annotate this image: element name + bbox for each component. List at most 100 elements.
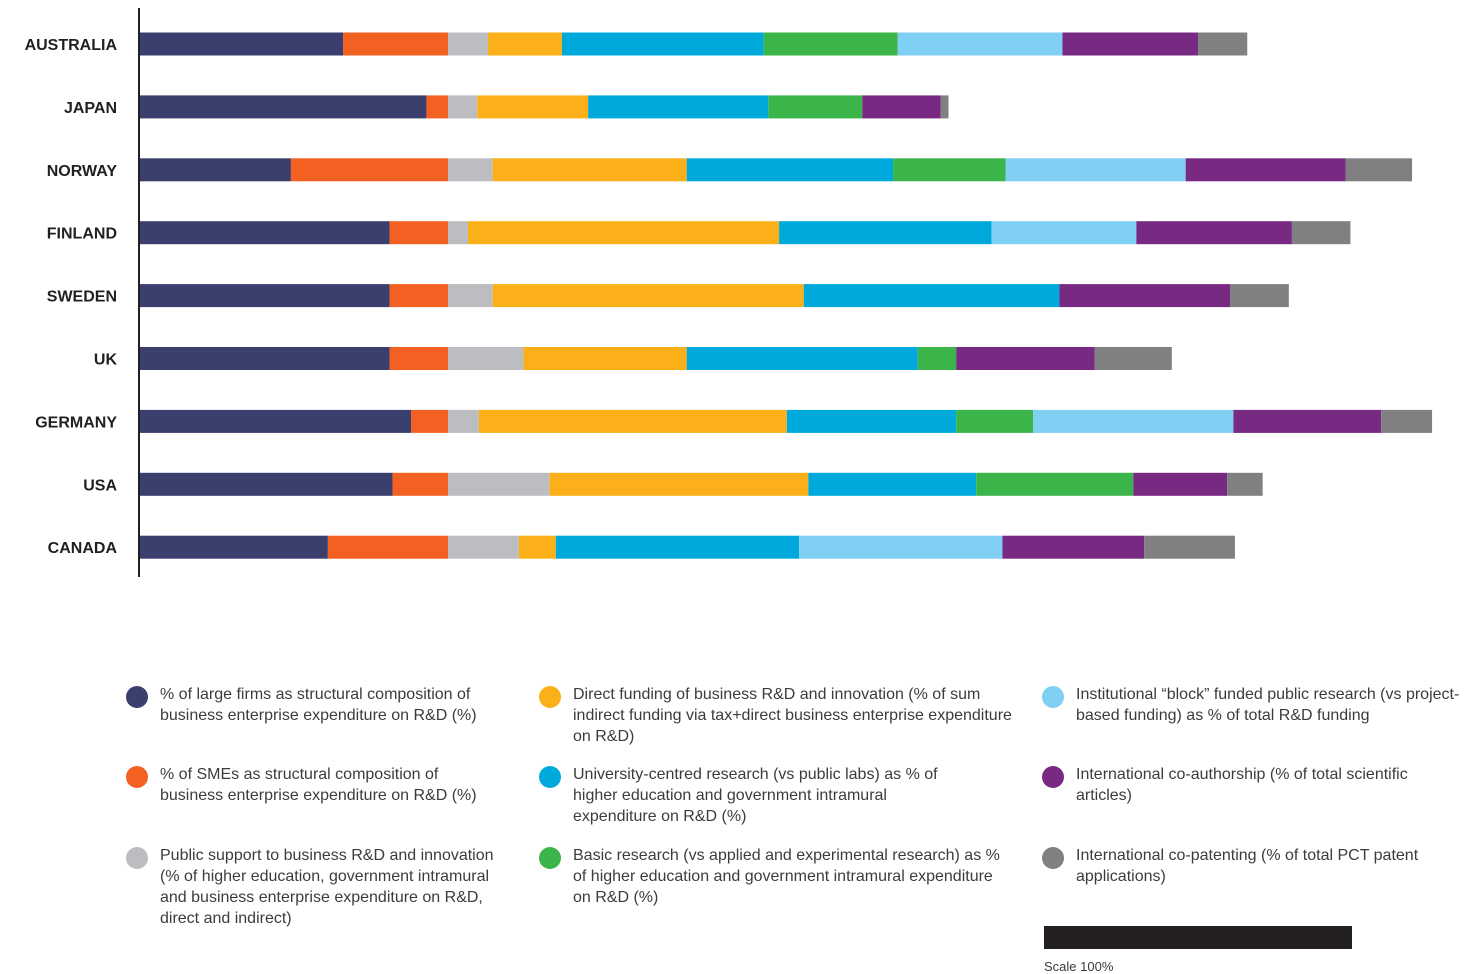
legend-dot-icon xyxy=(539,847,561,869)
bar-segment-finland-4 xyxy=(779,221,992,245)
bar-segment-germany-1 xyxy=(411,409,448,433)
bar-segment-norway-4 xyxy=(686,158,894,182)
bar-segment-norway-2 xyxy=(448,158,493,182)
bar-segment-japan-2 xyxy=(448,95,478,119)
bar-segment-sweden-1 xyxy=(389,284,448,308)
bar-segment-germany-8 xyxy=(1381,409,1433,433)
bar-segment-usa-4 xyxy=(808,472,977,496)
country-labels-group: AUSTRALIA JAPAN NORWAY FINLAND SWEDEN UK GERMA… xyxy=(25,37,118,557)
bar-segment-canada-2 xyxy=(448,535,519,559)
bar-segment-uk-8 xyxy=(1094,347,1172,370)
legend-dot-icon xyxy=(126,847,148,869)
bar-segment-uk-0 xyxy=(140,347,390,370)
legend-label: % of large firms as structural compositi… xyxy=(160,686,477,724)
country-label-canada: CANADA xyxy=(48,540,118,557)
legend-dot-icon xyxy=(126,686,148,708)
bar-segment-japan-1 xyxy=(426,95,448,119)
bar-segment-canada-3 xyxy=(518,535,556,559)
bar-segment-norway-6 xyxy=(1005,158,1186,182)
bar-segment-sweden-8 xyxy=(1230,284,1289,308)
country-label-japan: JAPAN xyxy=(64,100,117,117)
bar-segment-usa-3 xyxy=(549,472,809,496)
legend-dot-icon xyxy=(1042,847,1064,869)
bar-segment-uk-1 xyxy=(389,347,448,370)
legend-item-university-research: University-centred research (vs public l… xyxy=(539,764,959,827)
bar-segment-usa-0 xyxy=(140,472,393,496)
legend-label: Public support to business R&D and innov… xyxy=(160,847,494,927)
bar-segment-sweden-4 xyxy=(803,284,1060,308)
bar-segment-usa-8 xyxy=(1227,472,1263,496)
bar-segment-sweden-0 xyxy=(140,284,390,308)
legend-label: Institutional “block” funded public rese… xyxy=(1076,686,1460,724)
bar-segment-norway-1 xyxy=(290,158,448,182)
legend-item-direct-funding: Direct funding of business R&D and innov… xyxy=(539,684,1019,747)
scale-bar xyxy=(1044,926,1352,949)
bar-segment-finland-6 xyxy=(991,221,1137,245)
bar-segment-canada-4 xyxy=(555,535,800,559)
legend-dot-icon xyxy=(126,766,148,788)
legend-dot-icon xyxy=(539,686,561,708)
country-label-finland: FINLAND xyxy=(47,226,117,243)
legend-item-co-patenting: International co-patenting (% of total P… xyxy=(1042,845,1442,887)
bar-segment-australia-8 xyxy=(1197,32,1248,56)
bar-segment-finland-1 xyxy=(389,221,448,245)
bar-segment-germany-7 xyxy=(1233,409,1382,433)
legend-item-co-authorship: International co-authorship (% of total … xyxy=(1042,764,1442,806)
bar-segment-australia-5 xyxy=(763,32,898,56)
bar-segment-japan-5 xyxy=(768,95,863,119)
bar-segment-germany-2 xyxy=(448,409,479,433)
bar-segment-australia-6 xyxy=(897,32,1063,56)
legend-label: International co-patenting (% of total P… xyxy=(1076,847,1419,885)
bar-segment-japan-3 xyxy=(477,95,589,119)
bar-segment-japan-0 xyxy=(140,95,427,119)
legend-dot-icon xyxy=(1042,686,1064,708)
legend-label: % of SMEs as structural composition of b… xyxy=(160,766,477,804)
bar-segment-japan-7 xyxy=(862,95,941,119)
legend-dot-icon xyxy=(539,766,561,788)
bar-segment-australia-4 xyxy=(561,32,764,56)
scale-label: Scale 100% xyxy=(1044,959,1114,974)
bar-segment-finland-7 xyxy=(1136,221,1292,245)
bar-segment-norway-5 xyxy=(893,158,1006,182)
stacked-bar-chart: AUSTRALIA JAPAN NORWAY FINLAND SWEDEN UK GERMA… xyxy=(25,8,1433,577)
legend-item-smes: % of SMEs as structural composition of b… xyxy=(126,764,496,806)
legend-label: University-centred research (vs public l… xyxy=(573,766,938,825)
bar-segment-sweden-2 xyxy=(448,284,493,308)
country-label-uk: UK xyxy=(94,352,118,369)
bar-segment-australia-3 xyxy=(488,32,562,56)
bar-segment-uk-5 xyxy=(917,347,957,370)
bar-segment-finland-2 xyxy=(448,221,469,245)
legend-item-block-funding: Institutional “block” funded public rese… xyxy=(1042,684,1467,726)
bar-segment-germany-3 xyxy=(478,409,787,433)
legend-label: International co-authorship (% of total … xyxy=(1076,766,1408,804)
bar-segment-sweden-3 xyxy=(492,284,804,308)
bar-segment-uk-2 xyxy=(448,347,524,370)
bar-segment-norway-8 xyxy=(1345,158,1413,182)
bar-segment-canada-0 xyxy=(140,535,328,559)
bar-segment-australia-2 xyxy=(448,32,489,56)
bar-segment-japan-8 xyxy=(940,95,949,119)
bar-segment-canada-1 xyxy=(327,535,448,559)
legend-dot-icon xyxy=(1042,766,1064,788)
country-label-usa: USA xyxy=(83,477,117,494)
bar-segment-germany-0 xyxy=(140,409,412,433)
bar-segment-australia-7 xyxy=(1062,32,1198,56)
bar-segment-finland-0 xyxy=(140,221,390,245)
bar-segment-usa-2 xyxy=(448,472,550,496)
country-label-germany: GERMANY xyxy=(35,414,117,431)
country-label-australia: AUSTRALIA xyxy=(25,37,118,54)
bar-segment-australia-1 xyxy=(343,32,448,56)
bar-segment-germany-4 xyxy=(786,409,957,433)
legend-label: Direct funding of business R&D and innov… xyxy=(573,686,1012,745)
bar-segment-usa-7 xyxy=(1133,472,1228,496)
bar-segment-canada-7 xyxy=(1002,535,1145,559)
bar-segment-finland-3 xyxy=(468,221,780,245)
bar-segment-usa-1 xyxy=(392,472,448,496)
bar-segment-canada-8 xyxy=(1144,535,1235,559)
bar-segment-norway-3 xyxy=(492,158,687,182)
bar-segment-japan-4 xyxy=(588,95,769,119)
bar-segment-germany-5 xyxy=(956,409,1034,433)
bar-segment-uk-7 xyxy=(956,347,1095,370)
legend-item-basic-research: Basic research (vs applied and experimen… xyxy=(539,845,1009,908)
bar-segment-norway-0 xyxy=(140,158,291,182)
